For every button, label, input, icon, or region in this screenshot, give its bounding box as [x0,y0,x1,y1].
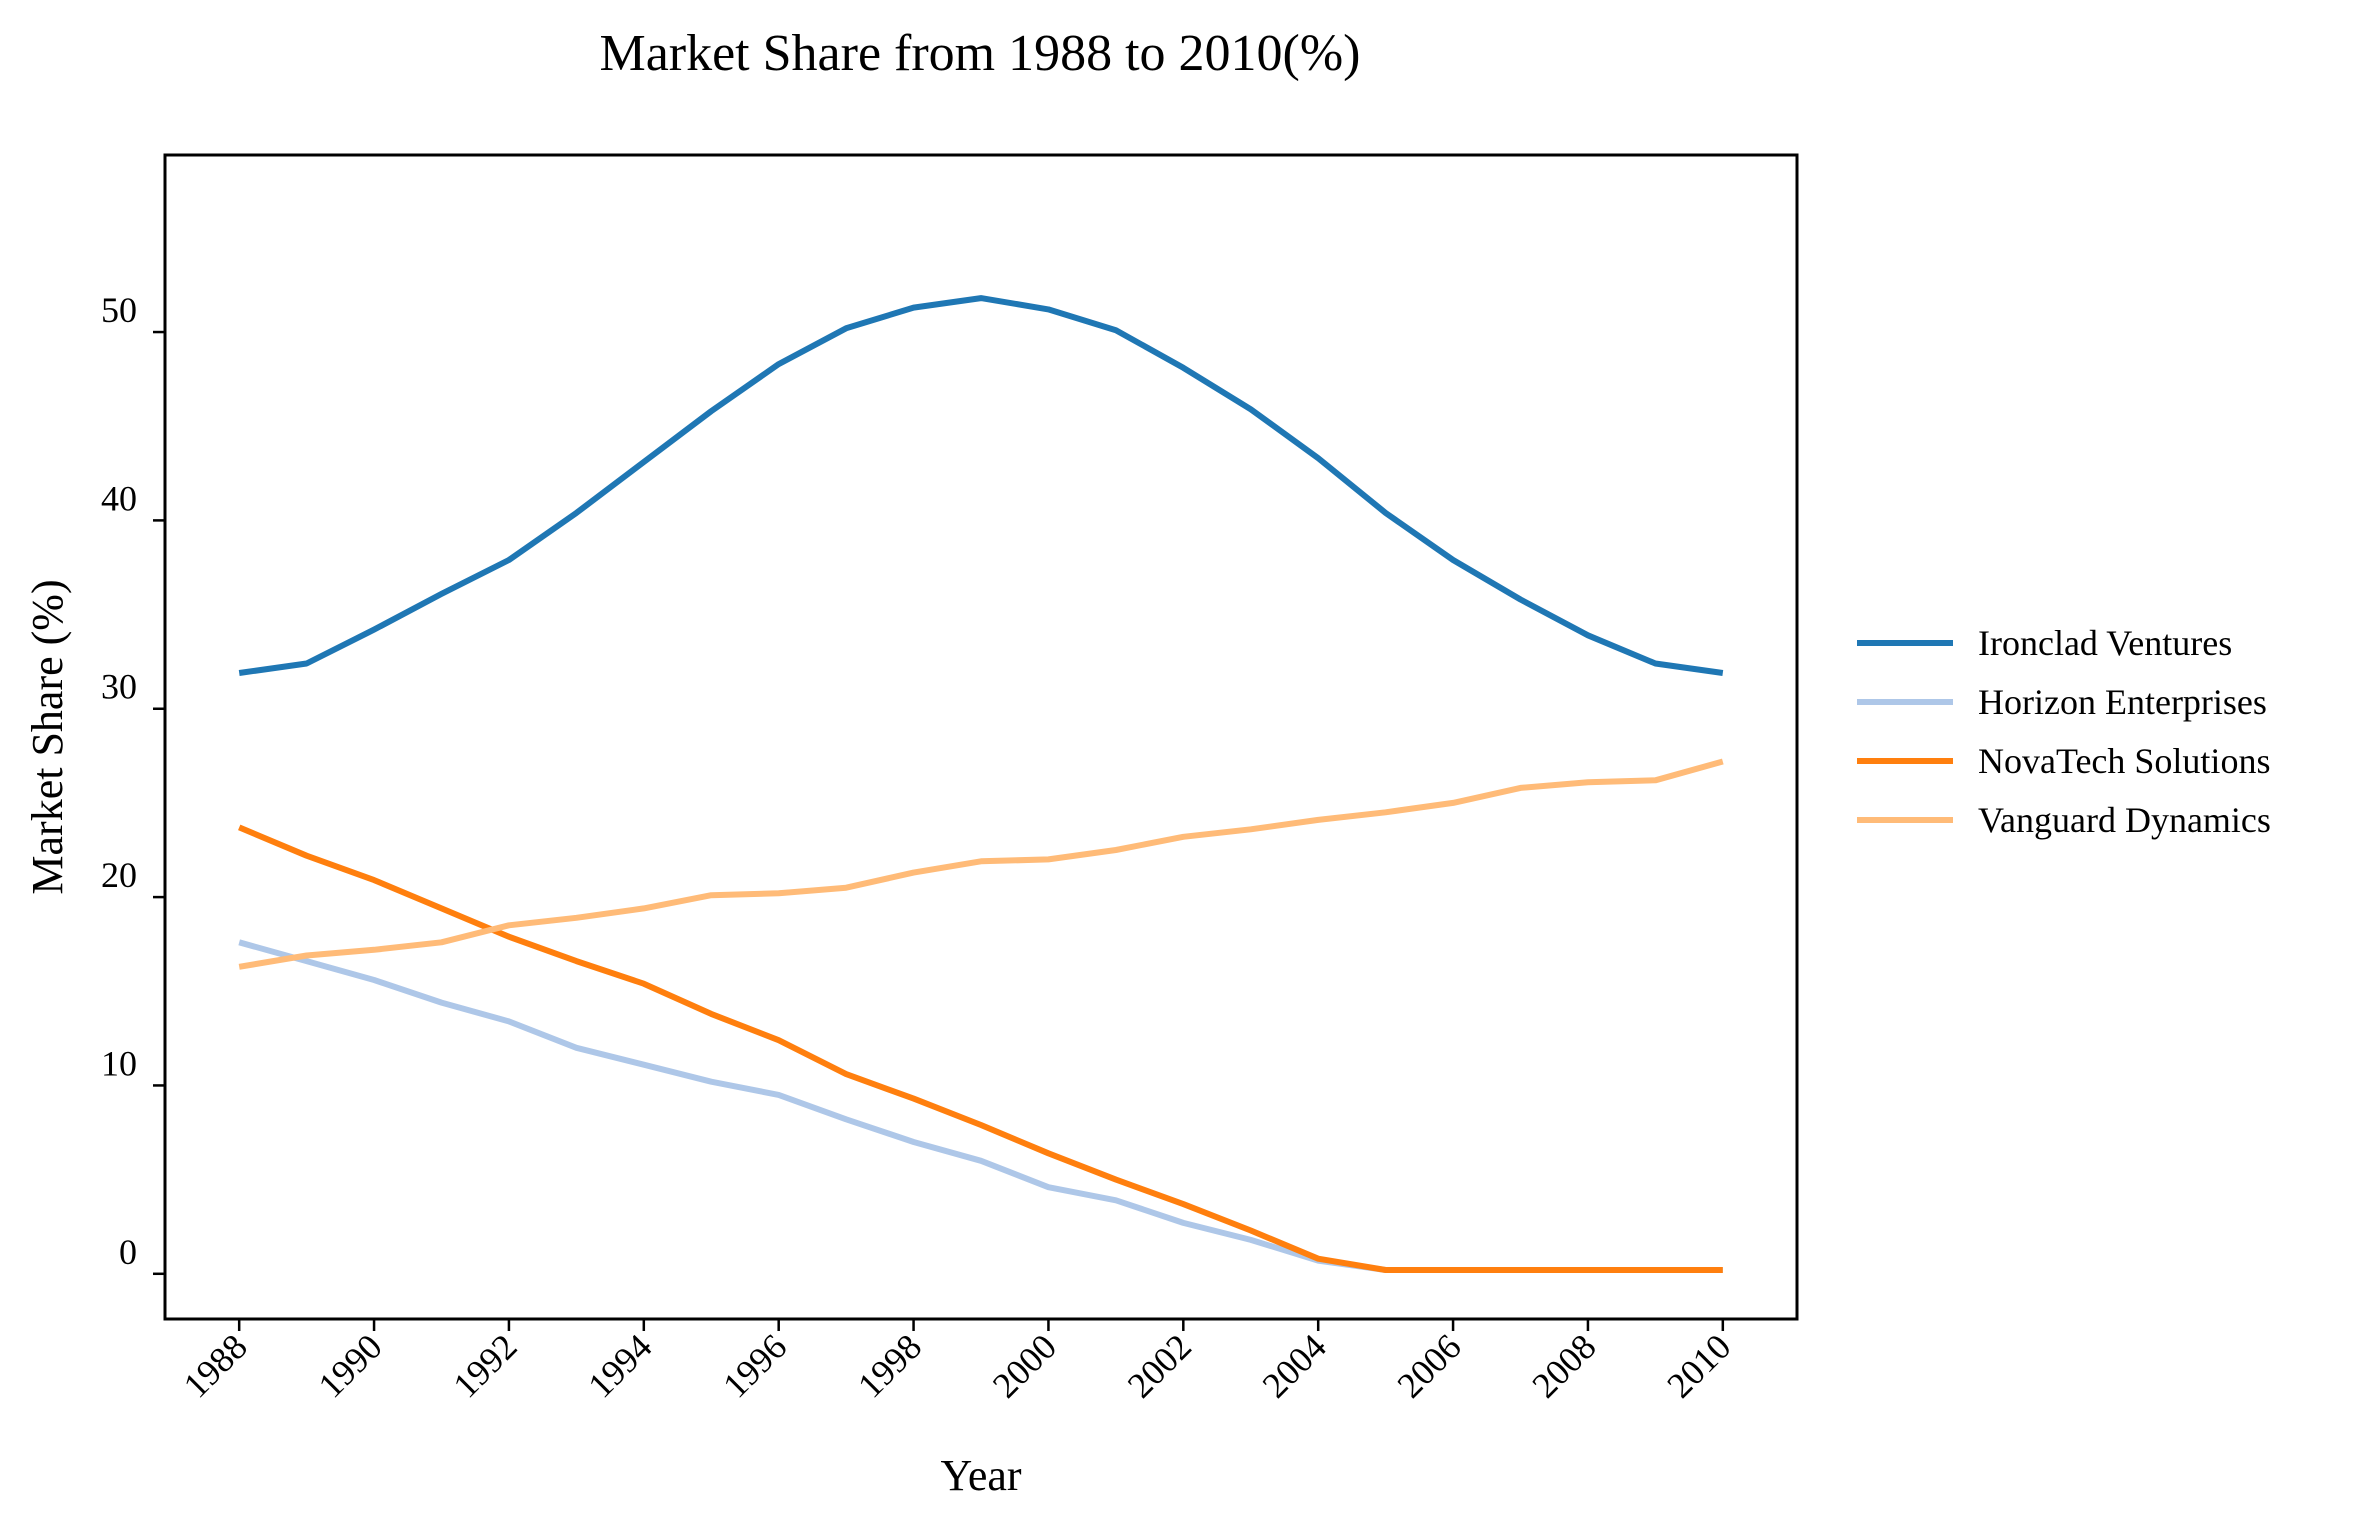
x-tick-label: 1996 [715,1326,794,1405]
y-tick-label: 0 [119,1232,137,1272]
legend: Ironclad Ventures Horizon Enterprises Nova… [1857,623,2271,840]
y-tick-label: 20 [101,855,137,895]
x-tick-label: 2002 [1120,1326,1199,1405]
x-tick-label: 1998 [850,1326,929,1405]
x-tick-label: 2004 [1255,1326,1334,1405]
x-axis-ticks: 1988 1990 1992 1994 1996 1998 2000 2002 2004 2006… [176,1319,1738,1406]
chart-title: Market Share from 1988 to 2010(%) [599,25,1360,82]
x-tick-label: 2008 [1524,1326,1603,1405]
series-line-2 [238,824,1723,1273]
y-tick-label: 40 [101,478,137,518]
series-line-1 [238,939,1723,1273]
legend-label: NovaTech Solutions [1978,741,2270,781]
series-layer [238,295,1724,1273]
x-tick-label: 1992 [445,1326,524,1405]
x-tick-label: 1988 [176,1326,255,1405]
series-line-0 [238,295,1724,676]
x-axis-title: Year [940,1451,1021,1500]
y-tick-label: 30 [101,667,137,707]
series-line-3 [238,758,1724,970]
y-axis-ticks: 0 10 20 30 40 50 [101,290,165,1276]
y-tick-label: 10 [101,1043,137,1083]
legend-label: Horizon Enterprises [1978,682,2267,722]
x-tick-label: 2000 [985,1326,1064,1405]
x-tick-label: 2006 [1390,1326,1469,1405]
legend-label: Ironclad Ventures [1978,623,2232,663]
y-axis-title: Market Share (%) [23,579,72,894]
x-tick-label: 2010 [1659,1326,1738,1405]
x-tick-label: 1994 [580,1326,659,1405]
plot-area-frame [163,153,1799,1321]
y-tick-label: 50 [101,290,137,330]
legend-label: Vanguard Dynamics [1978,800,2271,840]
x-tick-label: 1990 [311,1326,390,1405]
